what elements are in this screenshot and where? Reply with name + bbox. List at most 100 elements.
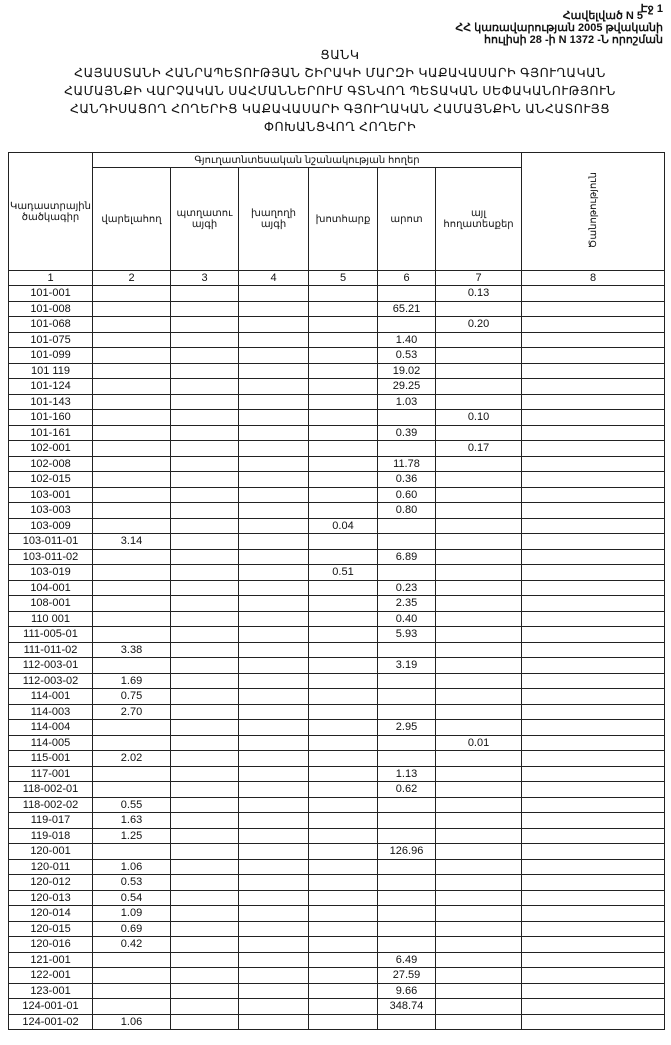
cell-pasture: 1.13 [377,765,436,782]
cell-other-lands [434,424,523,441]
cell-pasture: 0.39 [377,424,436,441]
cell-other-lands [434,347,523,364]
cell-cadastral-code: 101-161 [8,424,93,441]
cell-arable [92,409,171,426]
cell-other-lands [434,703,523,720]
cell-arable [92,378,171,395]
cell-arable: 1.06 [92,858,171,875]
cell-cadastral-code: 101-075 [8,331,93,348]
cell-vineyard [238,719,309,736]
cell-vineyard [238,796,309,813]
cell-arable: 1.09 [92,905,171,922]
cell-cadastral-code: 114-001 [8,688,93,705]
cell-cadastral-code: 101-143 [8,393,93,410]
cell-orchard [170,719,239,736]
cell-orchard [170,858,239,875]
cell-orchard [170,300,239,317]
table-row: 101-075 1.40 [8,331,666,348]
cell-pasture: 11.78 [377,455,436,472]
cell-hayfield [308,874,378,891]
cell-other-lands [434,998,523,1015]
cell-arable [92,564,171,581]
cell-vineyard [238,486,309,503]
cell-orchard [170,641,239,658]
cell-pasture [377,440,436,457]
header-cadastral-code: Կադաստրային ծածկագիր [8,152,93,271]
cell-cadastral-code: 114-005 [8,734,93,751]
cell-hayfield [308,393,378,410]
cell-vineyard [238,982,309,999]
cell-other-lands [434,1013,523,1030]
cell-pasture: 348.74 [377,998,436,1015]
table-row: 108-001 2.35 [8,595,666,612]
cell-hayfield [308,672,378,689]
cell-cadastral-code: 102-008 [8,455,93,472]
cell-other-lands [434,378,523,395]
cell-orchard [170,517,239,534]
cell-hayfield [308,347,378,364]
table-row: 120-011 1.06 [8,858,666,875]
cell-cadastral-code: 120-016 [8,936,93,953]
cell-arable [92,843,171,860]
cell-other-lands [434,672,523,689]
table-row: 104-001 0.23 [8,579,666,596]
cell-pasture: 6.49 [377,951,436,968]
cell-hayfield [308,378,378,395]
cell-arable [92,610,171,627]
cell-hayfield [308,734,378,751]
cell-vineyard [238,455,309,472]
cell-note [521,734,666,751]
table-row: 124-001-01 348.74 [8,998,666,1015]
cell-pasture: 0.53 [377,347,436,364]
cell-vineyard [238,750,309,767]
cell-note [521,889,666,906]
cell-cadastral-code: 101-068 [8,316,93,333]
cell-cadastral-code: 120-015 [8,920,93,937]
cell-hayfield [308,858,378,875]
cell-arable [92,734,171,751]
cell-hayfield [308,889,378,906]
cell-cadastral-code: 115-001 [8,750,93,767]
cell-vineyard [238,812,309,829]
cell-other-lands [434,300,523,317]
cell-pasture [377,827,436,844]
cell-cadastral-code: 104-001 [8,579,93,596]
cell-hayfield [308,688,378,705]
cell-hayfield [308,424,378,441]
cell-vineyard [238,951,309,968]
table-row: 122-001 27.59 [8,967,666,984]
cell-note [521,393,666,410]
table-row: 101-001 0.13 [8,285,666,302]
cell-pasture [377,517,436,534]
cell-pasture [377,905,436,922]
cell-hayfield [308,502,378,519]
cell-arable [92,765,171,782]
cell-other-lands [434,564,523,581]
cell-arable: 0.69 [92,920,171,937]
cell-pasture: 2.95 [377,719,436,736]
cell-vineyard [238,424,309,441]
cell-pasture [377,936,436,953]
cell-vineyard [238,440,309,457]
cell-cadastral-code: 120-001 [8,843,93,860]
cell-pasture [377,641,436,658]
decree-line-2: հուլիսի 28 -ի N 1372 -Ն որոշման [484,34,663,46]
cell-pasture [377,703,436,720]
cell-orchard [170,936,239,953]
cell-orchard [170,827,239,844]
cell-note [521,517,666,534]
cell-arable [92,657,171,674]
cell-orchard [170,347,239,364]
cell-note [521,827,666,844]
cell-vineyard [238,657,309,674]
cell-pasture: 9.66 [377,982,436,999]
table-row: 114-001 0.75 [8,688,666,705]
cell-orchard [170,486,239,503]
cell-orchard [170,688,239,705]
cell-cadastral-code: 112-003-02 [8,672,93,689]
land-table: Կադաստրային ծածկագիր Գյուղատնտեսական նշա… [8,152,666,1030]
cell-hayfield [308,920,378,937]
cell-cadastral-code: 124-001-01 [8,998,93,1015]
cell-vineyard [238,595,309,612]
column-number: 6 [377,270,436,286]
